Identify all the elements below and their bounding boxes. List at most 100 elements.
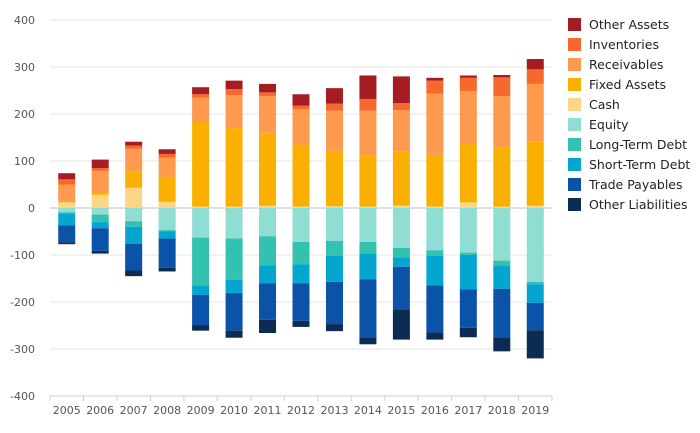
- bar-other-assets-2009: [192, 87, 210, 95]
- bar-equity-2014: [359, 208, 377, 242]
- bar-trade-payables-2013: [325, 281, 343, 325]
- legend: Other Assets Inventories Receivables Fixed …: [568, 14, 690, 214]
- bar-trade-payables-2016: [426, 285, 444, 333]
- bar-fixed-assets-2005: [58, 200, 76, 203]
- bar-fixed-assets-2012: [292, 144, 310, 207]
- bar-short-term-debt-2015: [392, 257, 410, 267]
- x-tick-label: 2018: [488, 404, 516, 417]
- bar-other-liabilities-2005: [58, 242, 76, 245]
- bar-other-assets-2008: [158, 149, 176, 154]
- bar-other-assets-2007: [125, 141, 143, 146]
- bar-long-term-debt-2012: [292, 241, 310, 265]
- bar-inventories-2012: [292, 105, 310, 110]
- x-tick-label: 2007: [120, 404, 148, 417]
- bar-receivables-2016: [426, 93, 444, 155]
- y-tick-label: 200: [14, 108, 35, 121]
- bar-inventories-2009: [192, 94, 210, 98]
- bar-other-liabilities-2009: [192, 325, 210, 331]
- legend-swatch: [568, 77, 581, 91]
- bar-receivables-2009: [192, 97, 210, 122]
- bar-other-liabilities-2006: [91, 250, 109, 254]
- bar-trade-payables-2008: [158, 238, 176, 268]
- bar-receivables-2007: [125, 148, 143, 172]
- bar-fixed-assets-2006: [91, 192, 109, 195]
- x-tick-label: 2016: [421, 404, 449, 417]
- bar-cash-2018: [493, 206, 511, 208]
- bar-fixed-assets-2011: [259, 132, 277, 206]
- bar-other-liabilities-2013: [325, 324, 343, 332]
- bar-fixed-assets-2015: [392, 151, 410, 206]
- bar-other-assets-2018: [493, 74, 511, 78]
- bar-other-liabilities-2014: [359, 337, 377, 345]
- bar-cash-2008: [158, 201, 176, 208]
- legend-label: Trade Payables: [589, 176, 683, 192]
- bar-long-term-debt-2010: [225, 238, 243, 280]
- x-tick-label: 2012: [287, 404, 315, 417]
- y-tick-label: 300: [14, 61, 35, 74]
- bar-receivables-2019: [526, 83, 544, 142]
- bar-inventories-2014: [359, 98, 377, 111]
- x-tick-label: 2011: [254, 404, 282, 417]
- bar-inventories-2008: [158, 153, 176, 158]
- bar-short-term-debt-2016: [426, 255, 444, 286]
- legend-label: Other Assets: [589, 16, 670, 32]
- bar-trade-payables-2015: [392, 266, 410, 310]
- legend-item: Other Assets: [568, 14, 690, 34]
- bar-other-assets-2006: [91, 159, 109, 169]
- bar-other-assets-2011: [259, 83, 277, 93]
- legend-item: Fixed Assets: [568, 74, 690, 94]
- bar-long-term-debt-2016: [426, 250, 444, 256]
- bar-cash-2016: [426, 206, 444, 208]
- bar-trade-payables-2006: [91, 228, 109, 251]
- bar-equity-2009: [192, 208, 210, 238]
- x-tick-label: 2014: [354, 404, 382, 417]
- bar-short-term-debt-2012: [292, 264, 310, 284]
- bar-cash-2006: [91, 194, 109, 208]
- bar-cash-2007: [125, 187, 143, 208]
- bars: [58, 59, 544, 359]
- legend-label: Inventories: [589, 36, 659, 52]
- bar-trade-payables-2019: [526, 302, 544, 331]
- x-tick-label: 2009: [187, 404, 215, 417]
- bar-cash-2009: [192, 206, 210, 208]
- bar-trade-payables-2010: [225, 293, 243, 331]
- bar-other-liabilities-2012: [292, 320, 310, 327]
- legend-label: Other Liabilities: [589, 196, 688, 212]
- bar-other-assets-2010: [225, 80, 243, 90]
- bar-equity-2011: [259, 208, 277, 237]
- bar-receivables-2013: [325, 110, 343, 151]
- bar-other-assets-2015: [392, 76, 410, 104]
- bar-trade-payables-2007: [125, 243, 143, 271]
- bar-inventories-2013: [325, 103, 343, 111]
- bar-other-assets-2013: [325, 88, 343, 104]
- x-tick-label: 2008: [153, 404, 181, 417]
- legend-swatch: [568, 17, 581, 31]
- x-tick-label: 2017: [454, 404, 482, 417]
- bar-other-liabilities-2010: [225, 330, 243, 338]
- bar-short-term-debt-2007: [125, 226, 143, 244]
- x-axis: 2005 2006 2007 2008 2009 2010 2011 2012 2013 2014…: [49, 395, 553, 417]
- legend-swatch: [568, 37, 581, 51]
- legend-item: Other Liabilities: [568, 194, 690, 214]
- legend-label: Equity: [589, 116, 629, 132]
- legend-swatch: [568, 117, 581, 131]
- bar-trade-payables-2009: [192, 294, 210, 326]
- bar-short-term-debt-2013: [325, 255, 343, 282]
- x-tick-label: 2010: [220, 404, 248, 417]
- bar-fixed-assets-2008: [158, 177, 176, 202]
- legend-label: Cash: [589, 96, 620, 112]
- y-tick-label: 0: [28, 202, 35, 215]
- bar-receivables-2014: [359, 110, 377, 156]
- bar-equity-2013: [325, 208, 343, 241]
- bar-short-term-debt-2009: [192, 285, 210, 295]
- bar-other-assets-2005: [58, 173, 76, 180]
- bar-long-term-debt-2013: [325, 240, 343, 256]
- bar-long-term-debt-2019: [526, 281, 544, 285]
- bar-long-term-debt-2008: [158, 230, 176, 232]
- bar-other-assets-2016: [426, 77, 444, 81]
- bar-other-liabilities-2011: [259, 319, 277, 334]
- bar-fixed-assets-2017: [459, 144, 477, 203]
- bar-fixed-assets-2009: [192, 121, 210, 207]
- bar-other-assets-2019: [526, 59, 544, 70]
- bar-fixed-assets-2019: [526, 141, 544, 206]
